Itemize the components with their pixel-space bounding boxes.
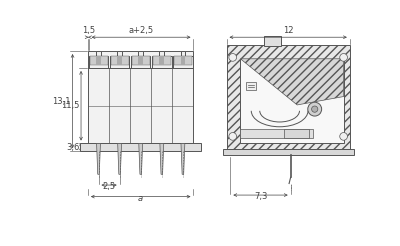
Bar: [153, 56, 171, 65]
Bar: [88, 51, 194, 143]
Bar: [264, 36, 281, 46]
Circle shape: [229, 54, 236, 61]
Text: 2,5: 2,5: [102, 182, 116, 191]
Polygon shape: [181, 143, 185, 174]
Bar: [138, 56, 143, 65]
Polygon shape: [240, 59, 344, 105]
Text: 3,6: 3,6: [66, 143, 80, 152]
Bar: [80, 143, 201, 151]
Polygon shape: [96, 143, 100, 174]
Circle shape: [229, 133, 236, 140]
Bar: [226, 45, 350, 149]
Text: 13,1: 13,1: [52, 97, 71, 106]
Bar: [246, 82, 256, 90]
Bar: [240, 59, 344, 143]
Bar: [180, 56, 185, 65]
Text: 7,3: 7,3: [254, 192, 267, 201]
Text: a: a: [138, 194, 143, 203]
Bar: [223, 149, 354, 155]
Bar: [90, 56, 108, 65]
Polygon shape: [139, 143, 143, 174]
Text: 12: 12: [283, 26, 294, 35]
Bar: [117, 56, 122, 65]
Bar: [132, 56, 150, 65]
Bar: [96, 56, 101, 65]
Text: 11,5: 11,5: [61, 101, 80, 110]
Polygon shape: [131, 51, 150, 68]
Bar: [284, 129, 309, 138]
Circle shape: [312, 106, 318, 112]
Bar: [174, 56, 192, 65]
Text: a+2,5: a+2,5: [128, 26, 154, 35]
Bar: [160, 56, 164, 65]
Circle shape: [340, 133, 348, 140]
Polygon shape: [89, 51, 108, 68]
Polygon shape: [118, 143, 122, 174]
Polygon shape: [160, 143, 164, 174]
Polygon shape: [173, 51, 193, 68]
Circle shape: [308, 102, 322, 116]
Polygon shape: [152, 51, 172, 68]
Bar: [110, 56, 129, 65]
Bar: [240, 129, 313, 138]
Text: 1,5: 1,5: [82, 26, 95, 35]
Circle shape: [340, 54, 348, 61]
Polygon shape: [110, 51, 129, 68]
